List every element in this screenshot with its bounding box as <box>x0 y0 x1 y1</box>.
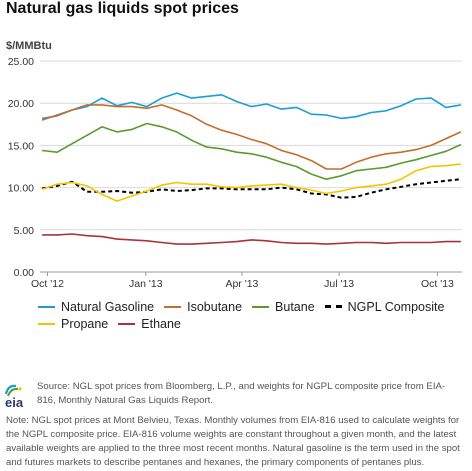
series-lines <box>41 92 462 245</box>
y-tick-label: 15.00 <box>8 140 34 152</box>
legend-swatch <box>164 305 182 308</box>
legend-row-1: Natural Gasoline Isobutane Butane NGPL C… <box>38 298 458 315</box>
series-line-propane <box>41 163 461 202</box>
y-tick-label: 20.00 <box>8 98 34 110</box>
legend-swatch <box>38 322 55 325</box>
legend-swatch <box>38 305 55 308</box>
grid-lines <box>40 60 462 276</box>
y-tick-labels: 0.00 5.00 10.00 15.00 20.00 25.00 <box>8 56 34 279</box>
legend-item-ngpl-composite: NGPL Composite <box>324 299 445 314</box>
legend-item-propane: Propane <box>38 317 108 331</box>
x-tick-label: Oct '12 <box>31 278 64 290</box>
legend-item-natural-gasoline: Natural Gasoline <box>38 300 154 314</box>
legend-label: Propane <box>61 316 109 331</box>
legend-swatch <box>252 305 270 308</box>
x-tick-label: Jan '13 <box>129 278 163 290</box>
x-tick-label: Jul '13 <box>324 278 354 290</box>
x-tick-labels: Oct '12 Jan '13 Apr '13 Jul '13 Oct '13 <box>31 278 454 290</box>
series-line-isobutane <box>41 104 462 170</box>
legend: Natural Gasoline Isobutane Butane NGPL C… <box>38 298 458 332</box>
line-chart: 0.00 5.00 10.00 15.00 20.00 25.00 Oct '12 Jan … <box>8 56 462 290</box>
series-line-natural-gasoline <box>41 92 462 121</box>
y-tick-label: 0.00 <box>14 267 35 279</box>
y-tick-label: 5.00 <box>14 225 35 237</box>
legend-swatch <box>118 322 136 325</box>
series-line-butane <box>42 122 462 180</box>
legend-label: Isobutane <box>187 299 243 314</box>
legend-label: NGPL Composite <box>347 299 445 314</box>
note-text: Note: NGL spot prices at Mont Belvieu, T… <box>6 415 460 468</box>
legend-item-isobutane: Isobutane <box>164 300 242 314</box>
chart-title: Natural gas liquids spot prices <box>6 0 239 17</box>
legend-label: Natural Gasoline <box>61 299 155 314</box>
y-tick-label: 25.00 <box>8 56 34 68</box>
eia-logo-icon: eia <box>4 384 24 410</box>
svg-text:eia: eia <box>5 395 24 410</box>
y-tick-label: 10.00 <box>8 183 34 195</box>
legend-label: Ethane <box>141 316 181 331</box>
legend-swatch <box>324 305 342 308</box>
x-tick-label: Oct '13 <box>421 278 454 290</box>
series-line-ngpl-composite <box>41 178 462 199</box>
legend-item-ethane: Ethane <box>118 317 181 331</box>
legend-label: Butane <box>275 299 315 314</box>
x-tick-label: Apr '13 <box>225 278 258 290</box>
source-text: Source: NGL spot prices from Bloomberg, … <box>37 381 446 406</box>
legend-item-butane: Butane <box>252 300 315 314</box>
series-line-ethane <box>42 233 461 245</box>
y-axis-unit-label: $/MMBtu <box>6 40 52 52</box>
legend-row-2: Propane Ethane <box>38 315 458 332</box>
